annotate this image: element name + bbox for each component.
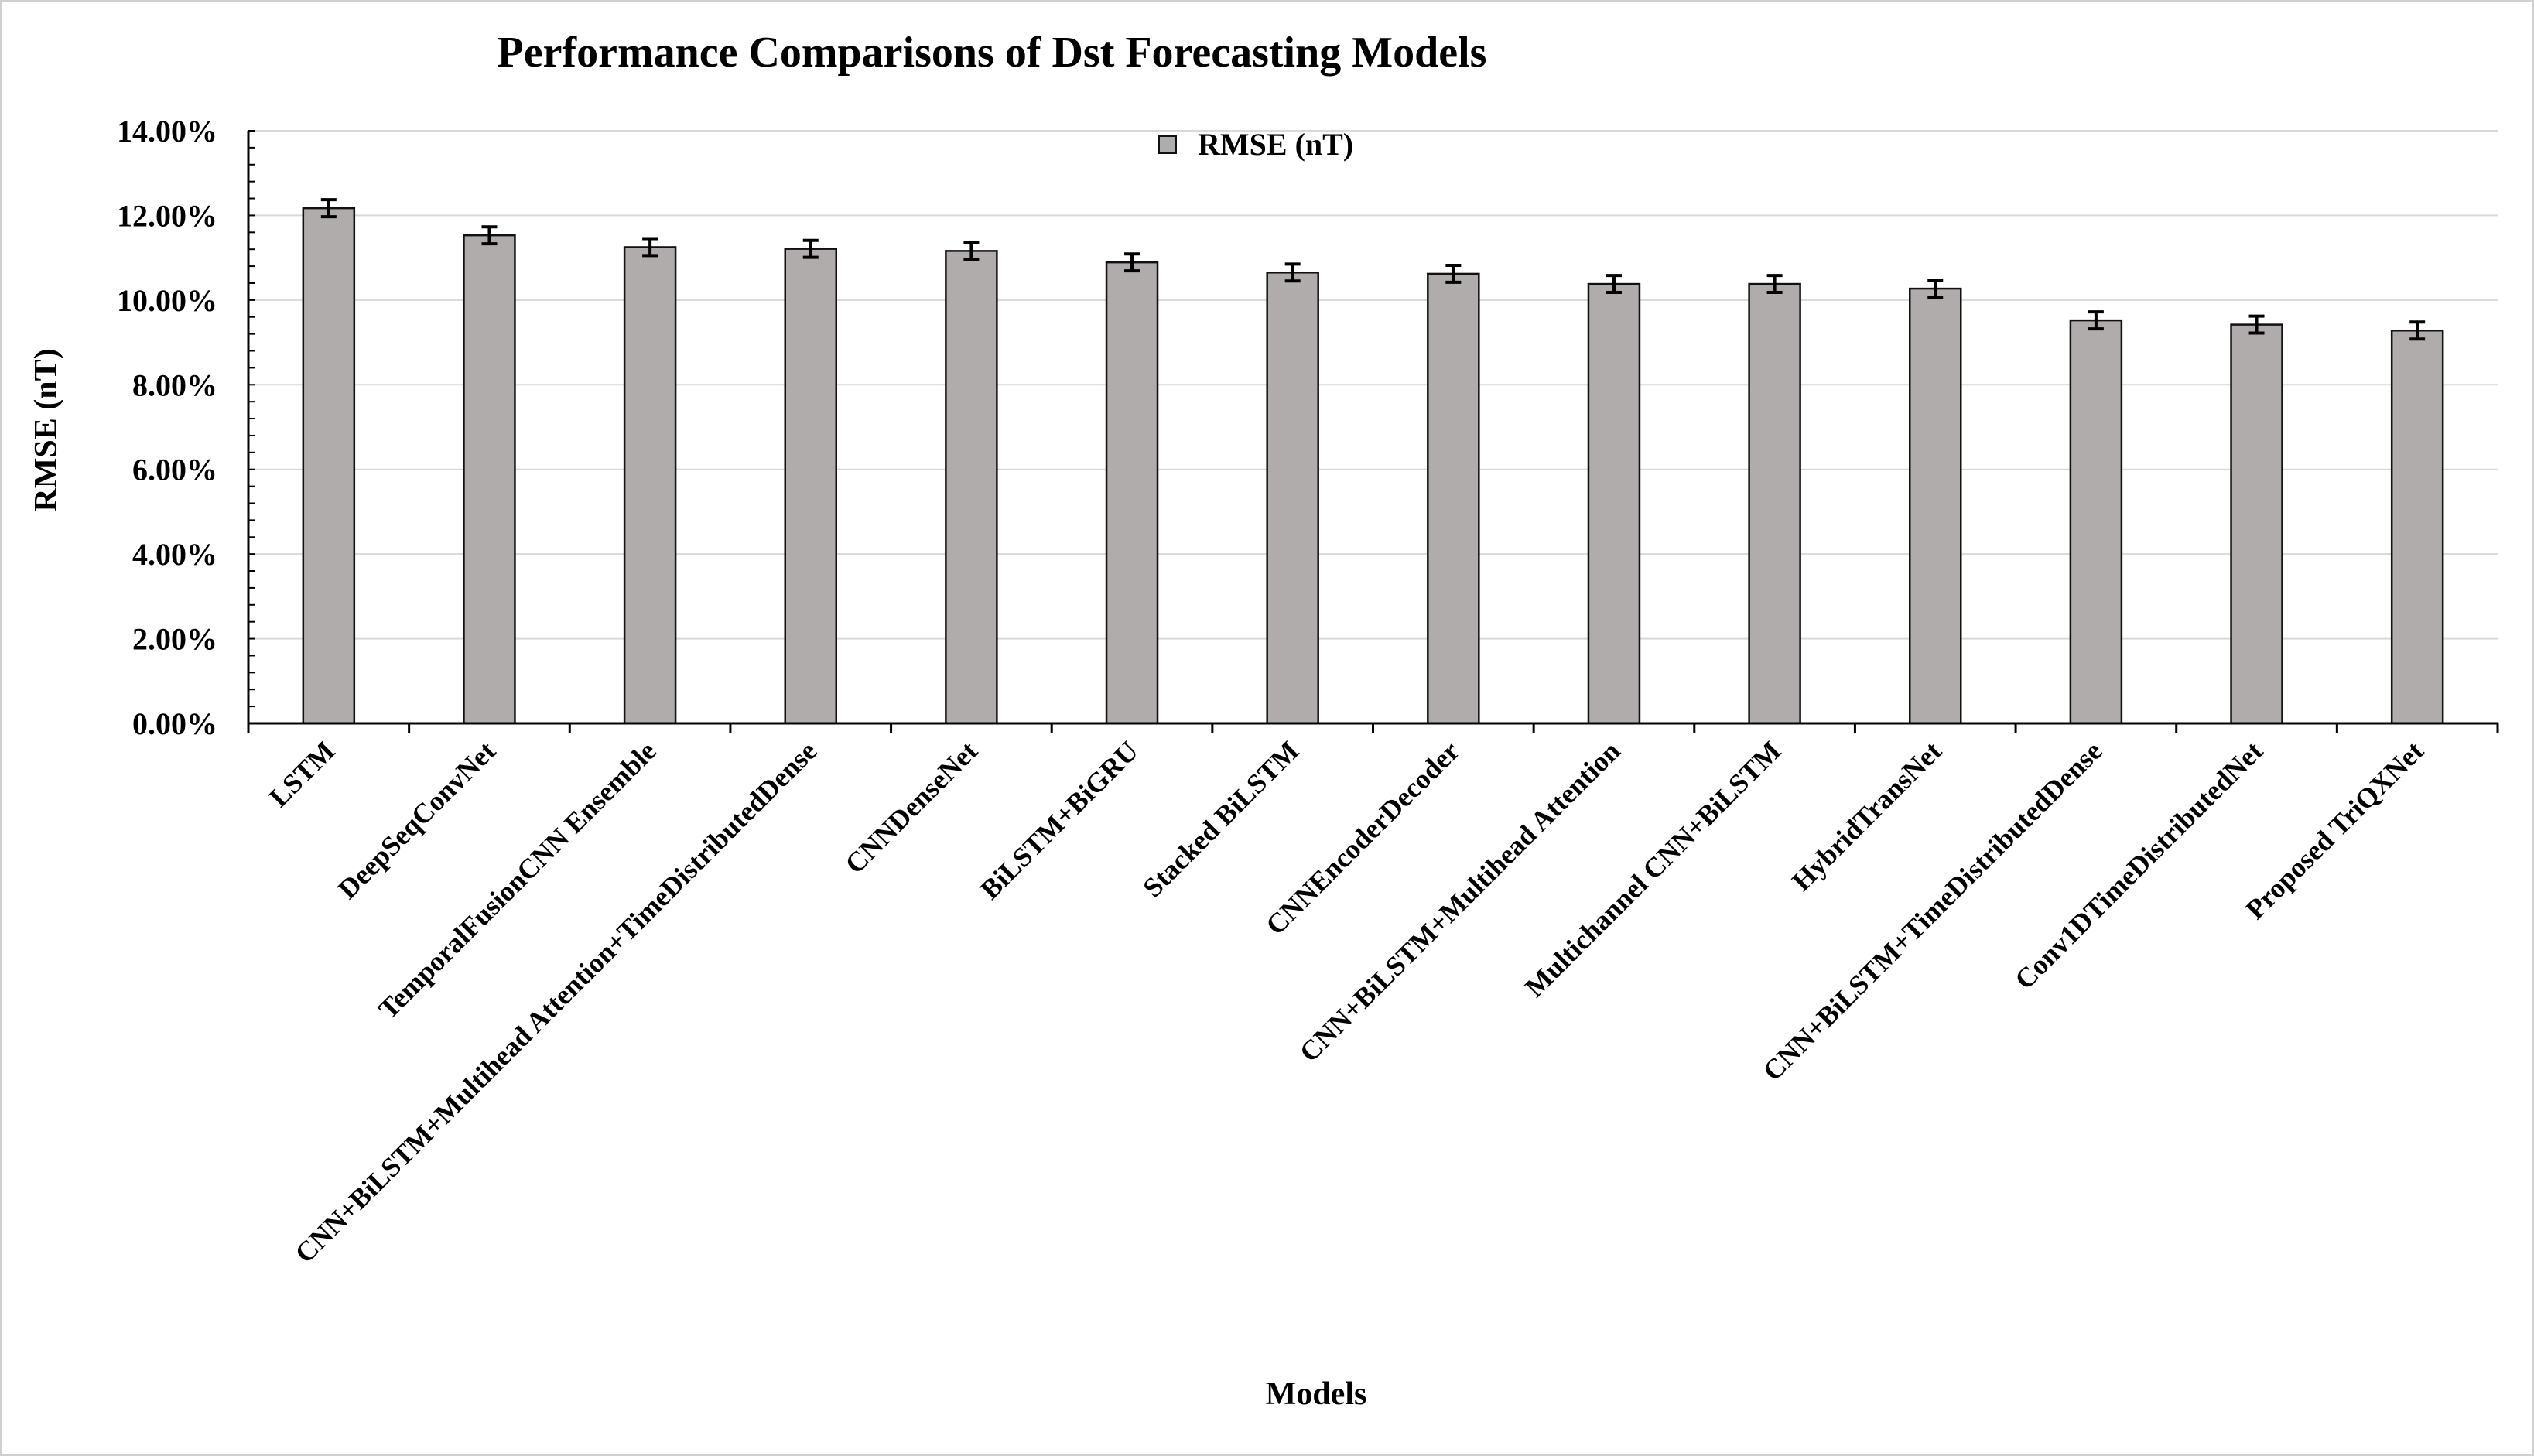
axes <box>247 130 2499 733</box>
error-bar <box>481 225 498 246</box>
grid-lines <box>248 130 2498 640</box>
bar <box>1909 287 1962 725</box>
x-tick-label: CNNDenseNet <box>839 735 983 880</box>
error-bar <box>963 241 980 261</box>
error-bar <box>642 237 658 258</box>
bar <box>2230 323 2283 725</box>
bar <box>2390 330 2444 725</box>
x-tick-label: CNN+BiLSTM+Multihead Attention <box>1294 735 1626 1068</box>
bar <box>302 207 356 725</box>
y-tick-label: 6.00% <box>132 453 217 487</box>
x-tick-label: Proposed TriQXNet <box>2239 735 2429 925</box>
y-tick-labels: 0.00% 2.00% 4.00% 6.00% 8.00% 10.00% 12.00% 14.… <box>117 114 217 741</box>
x-tick-label: Multichannel CNN+BiLSTM <box>1519 735 1787 1003</box>
x-tick-label: TemporalFusionCNN Ensemble <box>372 735 662 1025</box>
error-bar <box>320 198 337 219</box>
error-bar <box>2248 314 2265 335</box>
error-bar <box>802 238 819 259</box>
bar <box>2069 319 2123 725</box>
bar <box>945 250 998 725</box>
x-tick-label: CNN+BiLSTM+Multihead Attention+TimeDistr… <box>289 735 822 1269</box>
error-bar <box>2088 310 2104 331</box>
bar <box>1748 282 1801 725</box>
bar <box>1427 272 1480 725</box>
y-tick-label: 0.00% <box>132 706 217 741</box>
legend: RMSE (nT) <box>1158 127 1353 162</box>
error-bar <box>1124 252 1140 273</box>
bar <box>623 246 677 725</box>
bars <box>302 198 2444 725</box>
y-tick-label: 4.00% <box>132 537 217 572</box>
y-tick-label: 10.00% <box>117 283 217 318</box>
y-tick-label: 2.00% <box>132 622 217 657</box>
error-bar <box>1284 262 1301 283</box>
y-tick-label: 14.00% <box>117 114 217 149</box>
x-tick-label: BiLSTM+BiGRU <box>974 735 1144 905</box>
error-bar <box>1606 274 1622 295</box>
bar <box>1266 272 1319 725</box>
x-tick-label: Stacked BiLSTM <box>1137 735 1305 903</box>
x-tick-label: LSTM <box>263 735 340 812</box>
error-bar <box>1445 263 1462 284</box>
error-bar <box>1927 279 1944 299</box>
bar <box>1587 282 1641 725</box>
bar <box>784 248 837 725</box>
x-tick-label: HybridTransNet <box>1786 735 1948 897</box>
bar <box>463 234 516 725</box>
bar <box>1105 261 1159 725</box>
x-tick-label: DeepSeqConvNet <box>332 735 501 904</box>
legend-swatch <box>1158 135 1177 154</box>
y-tick-label: 8.00% <box>132 367 217 402</box>
x-axis-title: Models <box>1266 1376 1367 1412</box>
x-tick-label: CNN+BiLSTM+TimeDistributedDense <box>1756 735 2108 1086</box>
error-bar <box>2409 320 2426 341</box>
y-tick-label: 12.00% <box>117 198 217 233</box>
legend-label: RMSE (nT) <box>1198 127 1353 162</box>
error-bar <box>1766 274 1783 295</box>
y-axis-title: RMSE (nT) <box>29 348 64 511</box>
chart-title: Performance Comparisons of Dst Forecasti… <box>498 29 1487 77</box>
